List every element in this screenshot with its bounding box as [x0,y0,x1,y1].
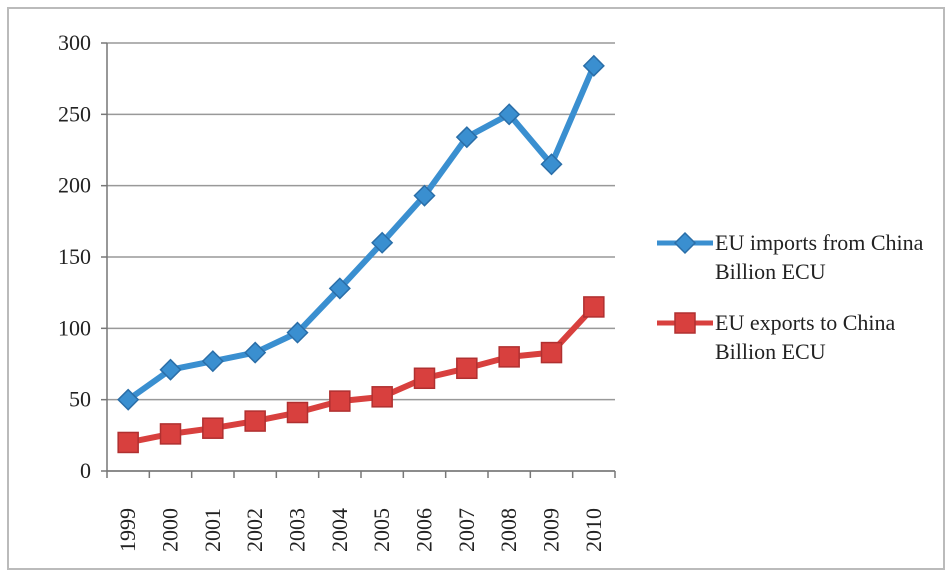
marker [244,341,267,364]
chart-border [7,7,945,570]
legend-item: EU imports from China Billion ECU [655,228,945,286]
x-tick-label: 2008 [496,508,521,552]
x-tick-label: 2004 [327,508,352,552]
marker [498,346,520,368]
marker [371,386,393,408]
marker [117,431,139,454]
marker [540,341,563,364]
marker [583,296,605,318]
marker [244,410,266,432]
legend-label: EU exports to China Billion ECU [715,310,896,364]
y-tick-label: 300 [58,30,91,55]
legend-label: EU imports from China Billion ECU [715,230,924,284]
y-tick-label: 150 [58,244,91,269]
y-tick-label: 200 [58,173,91,198]
x-tick-label: 2001 [200,508,225,552]
marker [413,367,436,390]
legend-swatch [657,312,713,334]
y-tick-label: 250 [58,101,91,126]
marker [673,231,697,255]
y-tick-label: 50 [69,387,91,412]
x-tick-label: 2000 [158,508,183,552]
marker [582,54,605,77]
x-tick-label: 2009 [539,508,564,552]
marker [328,277,351,300]
marker [371,231,394,254]
marker [117,388,140,411]
x-tick-label: 2005 [369,508,394,552]
x-tick-label: 2007 [454,508,479,552]
marker [413,184,436,207]
legend-swatch [657,231,713,255]
marker [455,126,478,149]
marker [674,312,696,334]
series-line [126,64,597,403]
marker [540,153,563,176]
marker [498,103,521,126]
y-tick-label: 0 [80,458,91,483]
marker [286,321,309,344]
marker [159,423,182,445]
x-tick-label: 2006 [412,508,437,552]
x-tick-label: 2002 [242,508,267,552]
marker [456,357,478,380]
x-tick-label: 1999 [115,508,140,552]
x-tick-label: 2010 [581,508,606,552]
marker [159,358,182,381]
series-line [127,304,597,446]
y-tick-label: 100 [58,315,91,340]
marker [286,401,309,424]
legend-item: EU exports to China Billion ECU [655,308,945,366]
marker [329,390,351,412]
marker [201,350,224,373]
marker [202,417,224,439]
x-tick-label: 2003 [285,508,310,552]
